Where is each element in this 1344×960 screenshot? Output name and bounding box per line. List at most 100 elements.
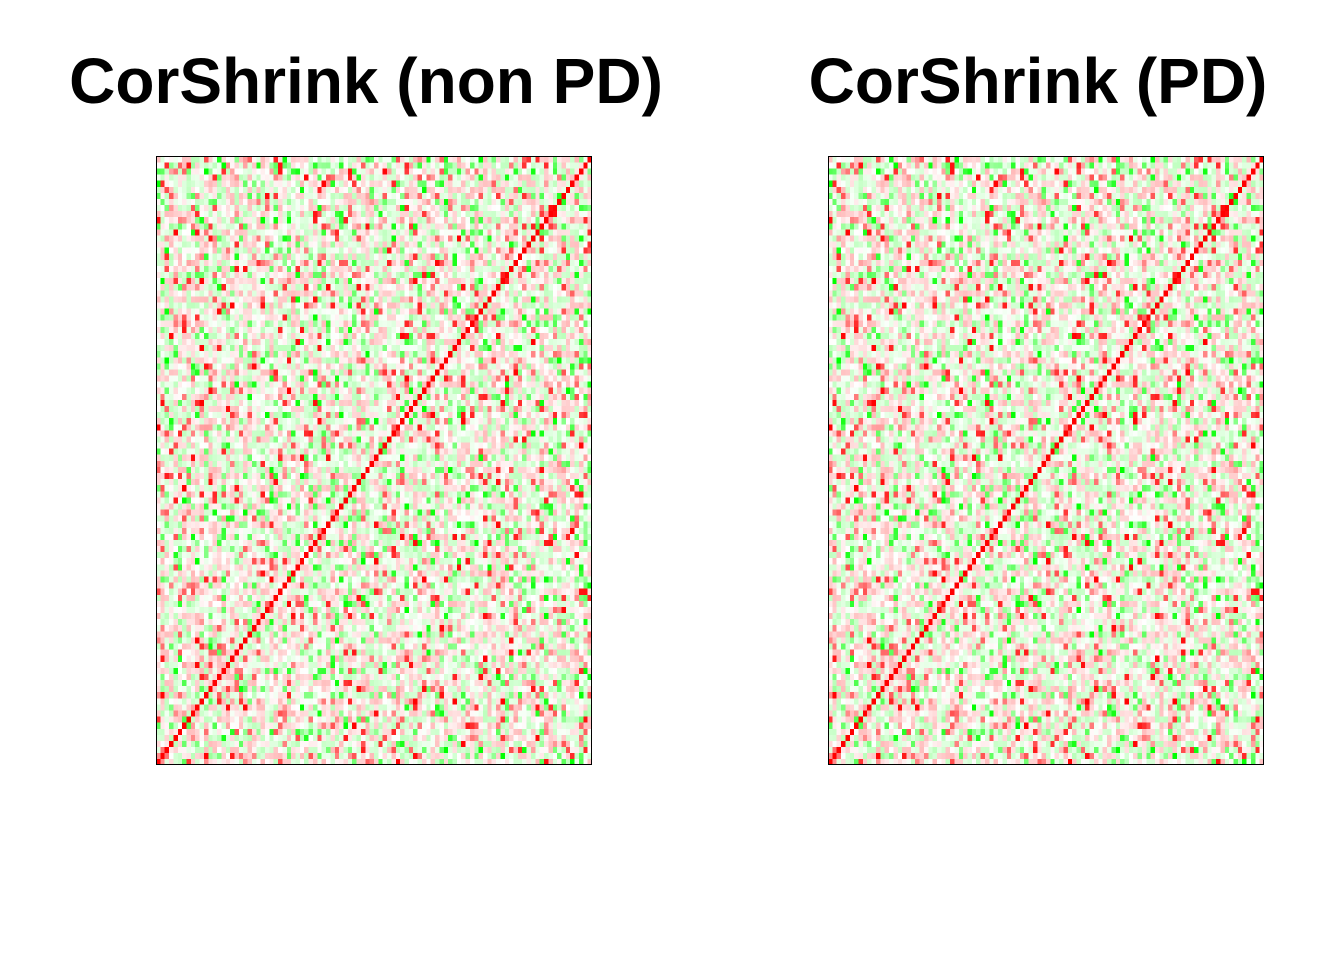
heatmap-cell — [321, 241, 327, 248]
heatmap-cell — [160, 156, 166, 163]
heatmap-cell — [251, 746, 257, 754]
heatmap-cell — [164, 551, 170, 559]
heatmap-cell — [212, 448, 218, 455]
heatmap-cell — [177, 399, 183, 406]
heatmap-cell — [265, 631, 270, 638]
heatmap-cell — [286, 162, 292, 169]
heatmap-cell — [356, 296, 362, 303]
heatmap-cell — [177, 752, 183, 760]
heatmap-cell — [243, 283, 248, 291]
heatmap-cell — [269, 466, 275, 473]
heatmap-cell — [173, 606, 179, 614]
heatmap-cell — [312, 387, 318, 394]
heatmap-cell — [256, 320, 261, 327]
heatmap-cell — [326, 454, 331, 461]
heatmap-cell — [225, 271, 231, 279]
heatmap-cell — [321, 442, 327, 449]
heatmap-cell — [177, 722, 183, 729]
heatmap-cell — [334, 624, 340, 632]
heatmap-cell — [247, 186, 253, 193]
heatmap-cell — [343, 381, 349, 388]
heatmap-cell — [295, 192, 301, 199]
heatmap-cell — [339, 454, 344, 461]
heatmap-cell — [177, 156, 183, 163]
heatmap-cell — [291, 758, 296, 765]
heatmap-cell — [369, 423, 375, 431]
heatmap-cell — [304, 466, 309, 473]
heatmap-cell — [265, 405, 270, 413]
heatmap-cell — [265, 618, 270, 626]
heatmap-cell — [164, 484, 170, 492]
heatmap-cell — [238, 235, 244, 242]
heatmap-cell — [326, 612, 331, 620]
heatmap-cell — [208, 631, 213, 638]
heatmap-cell — [199, 180, 205, 187]
heatmap-cell — [286, 472, 292, 480]
heatmap-cell — [273, 423, 279, 431]
heatmap-cell — [251, 442, 257, 449]
heatmap-cell — [182, 356, 187, 364]
heatmap-cell — [164, 442, 170, 449]
heatmap-cell — [190, 320, 196, 327]
heatmap-cell — [238, 600, 244, 607]
heatmap-cell — [347, 509, 353, 516]
heatmap-cell — [173, 277, 179, 285]
heatmap-cell — [299, 484, 305, 492]
heatmap-cell — [308, 758, 314, 765]
heatmap-cell — [169, 618, 174, 626]
heatmap-cell — [299, 667, 305, 674]
heatmap-cell — [256, 539, 261, 547]
heatmap-cell — [334, 533, 340, 540]
heatmap-cell — [356, 667, 362, 674]
heatmap-cell — [360, 509, 366, 516]
heatmap-cell — [256, 393, 261, 400]
heatmap-cell — [156, 308, 161, 315]
heatmap-cell — [238, 594, 244, 601]
heatmap-cell — [360, 430, 366, 437]
heatmap-cell — [247, 624, 253, 632]
heatmap-cell — [212, 673, 218, 681]
heatmap-cell — [369, 308, 375, 315]
heatmap-cell — [265, 332, 270, 339]
heatmap-cell — [164, 186, 170, 193]
heatmap-cell — [278, 551, 283, 559]
heatmap-cell — [356, 679, 362, 687]
heatmap-cell — [156, 582, 161, 589]
heatmap-cell — [343, 649, 349, 656]
heatmap-cell — [365, 436, 370, 443]
heatmap-cell — [278, 454, 283, 461]
heatmap-cell — [190, 198, 196, 206]
heatmap-cell — [217, 582, 222, 589]
heatmap-cell — [164, 704, 170, 711]
heatmap-cell — [173, 369, 179, 376]
heatmap-cell — [208, 533, 213, 540]
heatmap-cell — [221, 174, 227, 181]
heatmap-cell — [199, 417, 205, 425]
heatmap-cell — [190, 545, 196, 553]
heatmap-cell — [251, 643, 257, 650]
heatmap-cell — [365, 490, 370, 498]
heatmap-cell — [195, 442, 200, 449]
heatmap-cell — [251, 210, 257, 218]
heatmap-cell — [291, 533, 296, 540]
heatmap-cell — [365, 661, 370, 668]
heatmap-cell — [173, 728, 179, 735]
heatmap-cell — [269, 557, 275, 565]
heatmap-cell — [243, 545, 248, 553]
heatmap-cell — [330, 363, 336, 370]
heatmap-cell — [312, 570, 318, 577]
heatmap-cell — [177, 430, 183, 437]
heatmap-cell — [256, 235, 261, 242]
heatmap-cell — [195, 448, 200, 455]
heatmap-cell — [265, 661, 270, 668]
heatmap-cell — [352, 685, 357, 693]
heatmap-cell — [295, 180, 301, 187]
heatmap-cell — [160, 679, 166, 687]
heatmap-cell — [256, 174, 261, 181]
heatmap-cell — [199, 624, 205, 632]
heatmap-cell — [156, 667, 161, 674]
heatmap-cell — [269, 521, 275, 528]
heatmap-cell — [273, 484, 279, 492]
heatmap-cell — [225, 564, 231, 571]
heatmap-cell — [199, 332, 205, 339]
